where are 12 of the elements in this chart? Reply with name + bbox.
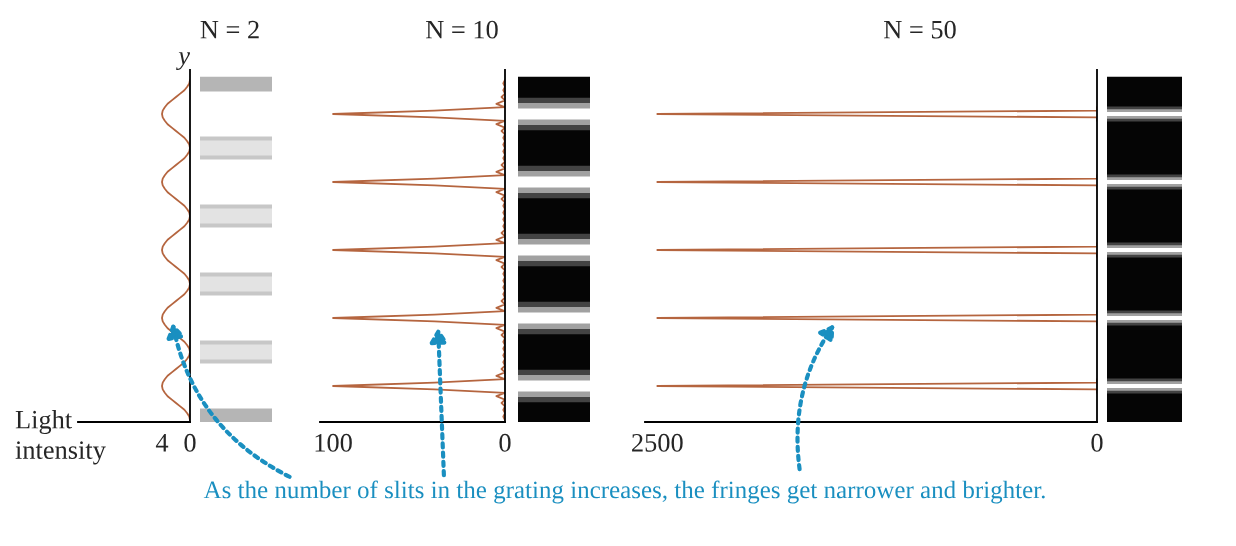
text: As the number of slits in the grating increases, the fringes get narrower and brighter. (203, 480, 1045, 504)
x-tick-label: 2500 (632, 433, 683, 452)
x-tick-label: 0 (1091, 433, 1103, 452)
x-tick-label: 0 (499, 433, 511, 452)
x-tick-label: 4 (155, 434, 169, 452)
x-tick-label: 100 (315, 433, 352, 452)
x-axis-title: Light intensity (15, 410, 106, 465)
x-tick-label: 0 (184, 433, 196, 452)
chart-title: N = 10 (426, 20, 498, 39)
chart-title: N = 2 (200, 20, 259, 39)
y-axis-title: y (176, 52, 191, 70)
chart-title: N = 50 (884, 20, 956, 39)
